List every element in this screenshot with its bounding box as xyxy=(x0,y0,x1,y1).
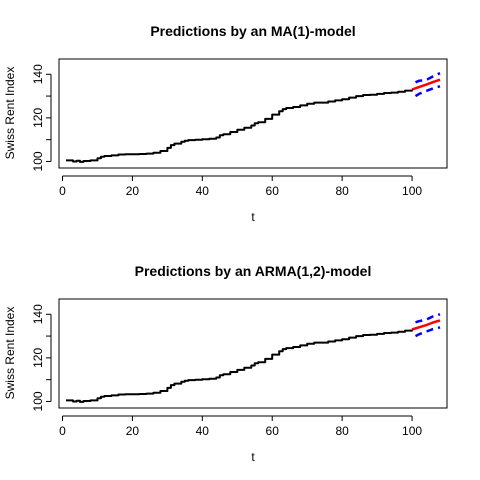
plot-content xyxy=(66,72,441,163)
x-tick-label: 40 xyxy=(196,184,210,198)
series-lower-bound-line xyxy=(414,85,441,98)
series-upper-bound-line xyxy=(415,313,441,324)
x-tick-label: 40 xyxy=(196,424,210,438)
y-tick-label: 120 xyxy=(31,348,45,368)
axes: 0 20 40 60 80 100 100 120 140 xyxy=(31,64,422,198)
y-axis-label: Swiss Rent Index xyxy=(3,67,17,160)
x-axis-label: t xyxy=(251,450,255,464)
x-tick-label: 20 xyxy=(126,184,140,198)
chart-panel-arma12: Predictions by an ARMA(1,2)-model 0 20 40 6… xyxy=(3,263,448,464)
chart-title: Predictions by an ARMA(1,2)-model xyxy=(135,263,372,279)
series-observed-line xyxy=(66,329,413,403)
plot-frame xyxy=(58,298,448,409)
x-tick-label: 80 xyxy=(335,184,349,198)
series-observed-line xyxy=(66,89,413,163)
x-tick-label: 20 xyxy=(126,424,140,438)
x-tick-label: 100 xyxy=(402,184,422,198)
y-tick-label: 100 xyxy=(31,391,45,411)
series-prediction-line xyxy=(411,319,441,331)
plot-frame xyxy=(58,58,448,169)
x-tick-label: 0 xyxy=(59,184,66,198)
y-tick-label: 100 xyxy=(31,151,45,171)
x-tick-label: 80 xyxy=(335,424,349,438)
x-tick-label: 60 xyxy=(266,424,280,438)
y-tick-label: 140 xyxy=(31,304,45,324)
series-prediction-line xyxy=(411,78,441,91)
y-tick-label: 120 xyxy=(31,108,45,128)
plot-content xyxy=(66,313,441,403)
x-tick-label: 60 xyxy=(266,184,280,198)
x-axis-label: t xyxy=(251,210,255,224)
series-upper-bound-line xyxy=(415,72,441,84)
axes: 0 20 40 60 80 100 100 120 140 xyxy=(31,304,422,438)
x-tick-label: 0 xyxy=(59,424,66,438)
x-tick-label: 100 xyxy=(402,424,422,438)
y-tick-label: 140 xyxy=(31,64,45,84)
y-axis-label: Swiss Rent Index xyxy=(3,307,17,400)
chart-panel-ma1: Predictions by an MA(1)-model 0 20 40 60 80 1… xyxy=(3,23,448,224)
chart-title: Predictions by an MA(1)-model xyxy=(150,23,355,39)
series-lower-bound-line xyxy=(414,326,441,338)
